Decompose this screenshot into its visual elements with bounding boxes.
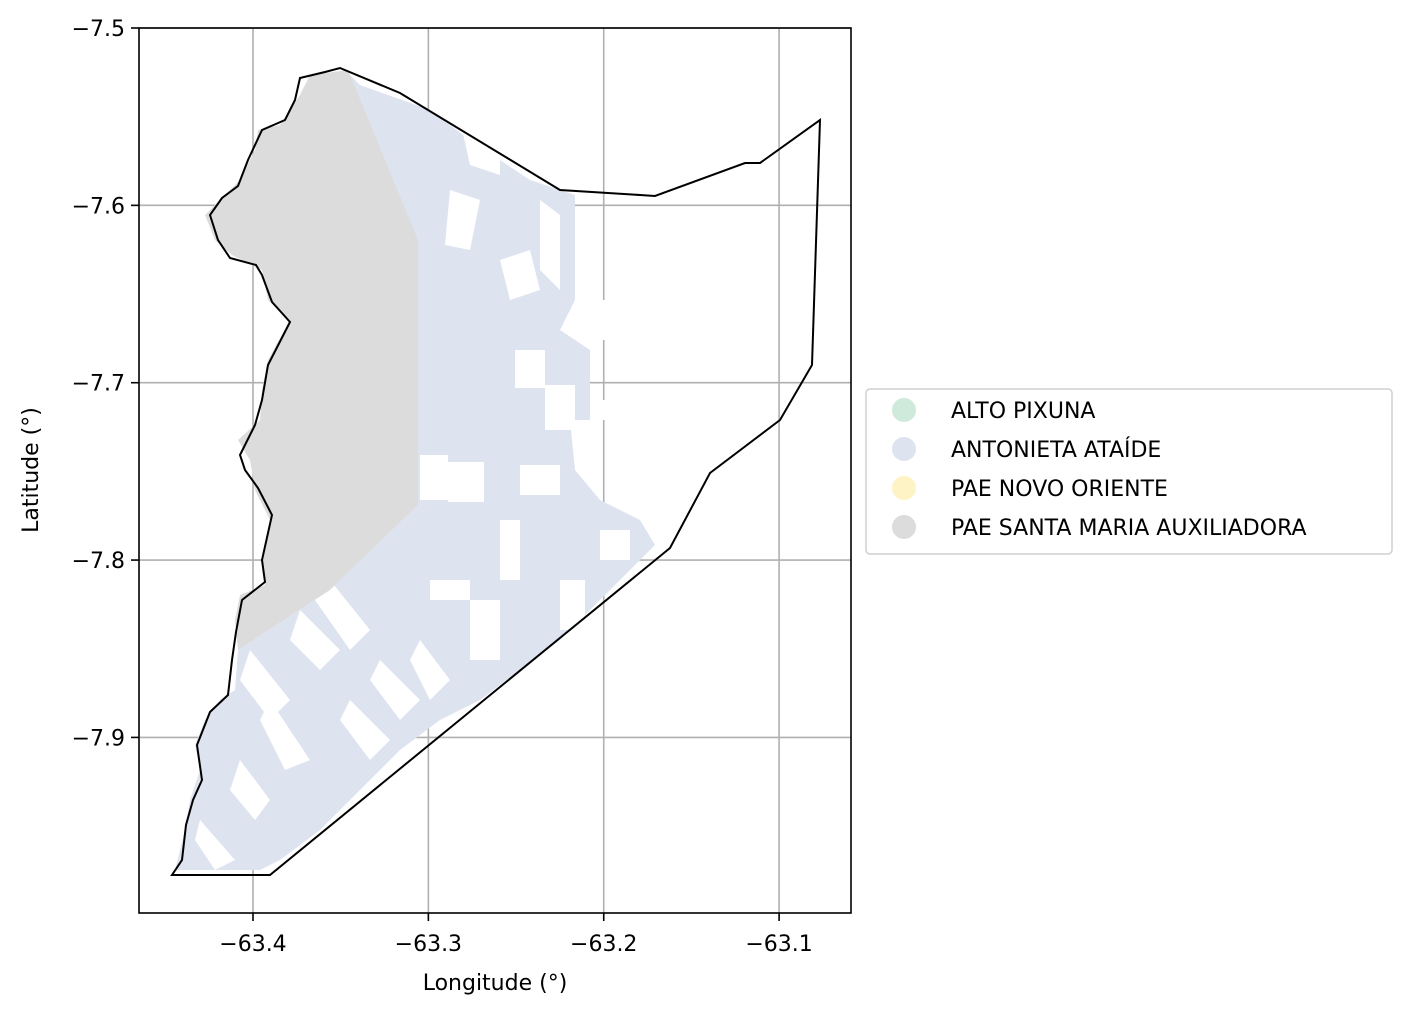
legend-frame xyxy=(865,388,1393,555)
legend-label: ALTO PIXUNA xyxy=(951,399,1095,424)
y-axis-label: Latitude (°) xyxy=(19,407,44,533)
legend-label: PAE NOVO ORIENTE xyxy=(951,477,1168,502)
legend-marker xyxy=(892,515,916,539)
x-axis-label: Longitude (°) xyxy=(423,971,568,996)
x-tick-label: −63.4 xyxy=(219,932,286,957)
region-pae-santa-maria-auxiliadora xyxy=(205,70,418,650)
y-tick-label: −7.5 xyxy=(72,17,125,42)
settlement-regions xyxy=(175,70,655,870)
legend-entries: ALTO PIXUNA ANTONIETA ATAÍDE PAE NOVO ORIE… xyxy=(892,398,1307,541)
legend-marker xyxy=(892,398,916,422)
legend: ALTO PIXUNA ANTONIETA ATAÍDE PAE NOVO ORIE… xyxy=(865,388,1393,555)
region-gaps xyxy=(195,120,630,870)
legend-marker xyxy=(892,437,916,461)
legend-marker xyxy=(892,476,916,500)
y-tick-label: −7.8 xyxy=(72,549,125,574)
y-tick-label: −7.6 xyxy=(72,194,125,219)
x-tick-label: −63.2 xyxy=(570,932,637,957)
x-tick-label: −63.1 xyxy=(745,932,812,957)
axes-frame xyxy=(138,27,852,914)
y-tick-label: −7.9 xyxy=(72,726,125,751)
x-tick-label: −63.3 xyxy=(395,932,462,957)
legend-label: PAE SANTA MARIA AUXILIADORA xyxy=(951,516,1307,541)
legend-label: ANTONIETA ATAÍDE xyxy=(951,437,1161,463)
y-tick-label: −7.7 xyxy=(72,372,125,397)
x-axis-ticks: −63.4 −63.3 −63.2 −63.1 xyxy=(219,913,813,957)
plot-area: −63.4 −63.3 −63.2 −63.1 −7.5−7.6−7.7−7.8−7.… xyxy=(19,17,852,996)
y-axis-ticks: −7.5 −7.6 −7.7 −7.8 −7.9 xyxy=(72,17,139,751)
municipality-boundary xyxy=(170,66,822,876)
